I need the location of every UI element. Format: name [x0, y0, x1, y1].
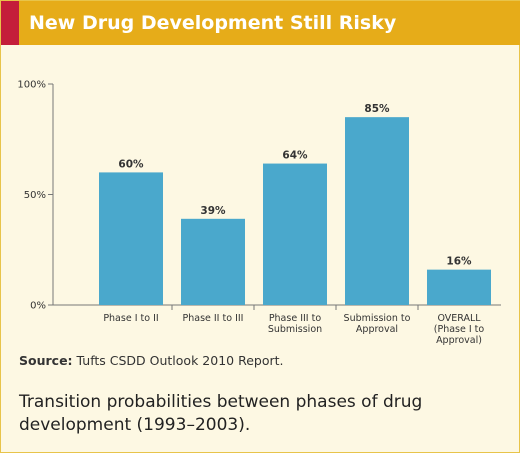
source-note: Source: Tufts CSDD Outlook 2010 Report.: [19, 353, 283, 368]
y-tick-label: 100%: [17, 80, 46, 91]
chart-labels: 60% Phase I to II 39% Phase II to III 64% Pha…: [103, 103, 484, 346]
y-tick-label: 0%: [30, 301, 46, 312]
header-bar: New Drug Development Still Risky: [1, 1, 520, 45]
bar-chart: 0% 50% 100% 60% Phase I to II 39% Phase II to…: [17, 80, 501, 346]
y-tick-label: 50%: [24, 190, 46, 201]
chart-title: New Drug Development Still Risky: [29, 12, 397, 34]
x-tick-label: Phase I to II: [103, 313, 158, 324]
data-label: 60%: [118, 158, 144, 170]
bar: [427, 269, 491, 305]
x-tick-label: Phase III to Submission: [268, 313, 322, 335]
x-tick-label: Phase II to III: [183, 313, 244, 324]
bar: [345, 117, 409, 306]
source-text: Tufts CSDD Outlook 2010 Report.: [76, 353, 284, 368]
data-label: 64%: [282, 150, 308, 162]
x-tick-label: OVERALL (Phase I to Approval): [434, 313, 485, 346]
header-accent: [1, 1, 19, 45]
data-label: 39%: [200, 205, 226, 217]
data-label: 16%: [446, 256, 472, 268]
data-label: 85%: [364, 103, 390, 115]
bar: [263, 163, 327, 305]
bar: [181, 218, 245, 305]
figure-caption: Transition probabilities between phases …: [19, 392, 423, 435]
bar: [99, 172, 163, 305]
x-tick-label: Submission to Approval: [344, 313, 411, 335]
chart-bars: [99, 117, 491, 306]
source-label: Source:: [19, 353, 73, 368]
